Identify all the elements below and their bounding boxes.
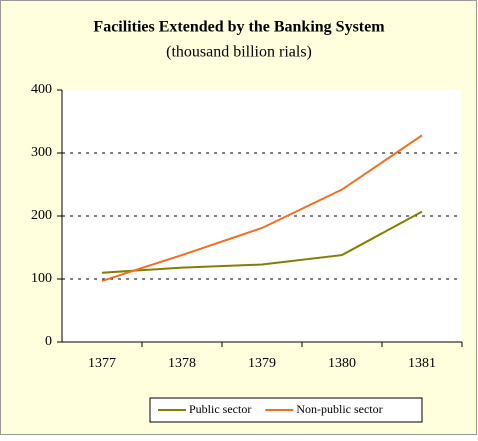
x-tick-label: 1377 (88, 356, 116, 371)
y-tick-label: 300 (31, 145, 52, 160)
legend-label: Non-public sector (296, 402, 382, 416)
legend-label: Public sector (189, 402, 251, 416)
chart-title: Facilities Extended by the Banking Syste… (93, 19, 385, 36)
series-line (101, 134, 423, 282)
chart-subtitle: (thousand billion rials) (166, 44, 312, 61)
x-tick-label: 1381 (408, 356, 436, 371)
x-tick-label: 1379 (248, 356, 276, 371)
x-tick-label: 1380 (328, 356, 356, 371)
y-tick-label: 100 (31, 271, 52, 286)
x-tick-label: 1378 (168, 356, 196, 371)
y-tick-label: 0 (45, 334, 52, 349)
series-line (101, 210, 423, 274)
y-tick-label: 400 (31, 82, 52, 97)
y-tick-label: 200 (31, 208, 52, 223)
